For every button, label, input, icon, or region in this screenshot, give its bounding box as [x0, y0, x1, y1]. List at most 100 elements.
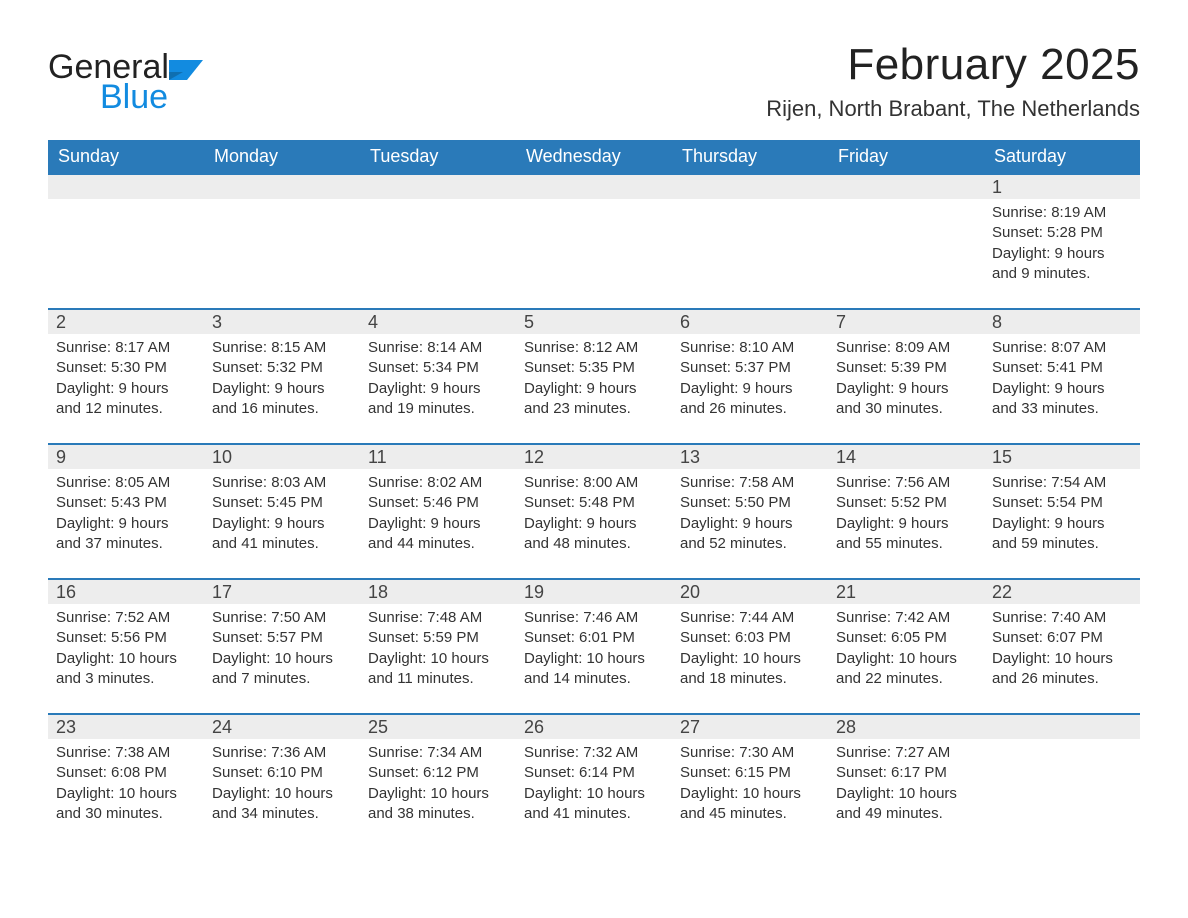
- day-cell: 9Sunrise: 8:05 AMSunset: 5:43 PMDaylight…: [48, 444, 204, 579]
- day-cell: 16 Sunrise: 7:52 AMSunset: 5:56 PMDayligh…: [48, 579, 204, 714]
- daylight-text: Daylight: 10 hours and 45 minutes.: [680, 784, 820, 825]
- sunset-text: Sunset: 5:48 PM: [524, 493, 664, 513]
- sunset-text: Sunset: 6:17 PM: [836, 763, 976, 783]
- day-number: 10: [204, 445, 360, 469]
- day-body: Sunrise: 8:07 AMSunset: 5:41 PMDaylight:…: [992, 338, 1132, 419]
- day-cell: [828, 175, 984, 309]
- sunset-text: Sunset: 6:10 PM: [212, 763, 352, 783]
- daylight-text: Daylight: 10 hours and 30 minutes.: [56, 784, 196, 825]
- day-cell: [516, 175, 672, 309]
- day-number: 8: [984, 310, 1140, 334]
- sunrise-text: Sunrise: 8:19 AM: [992, 203, 1132, 223]
- day-body: Sunrise: 8:03 AMSunset: 5:45 PMDaylight:…: [212, 473, 352, 554]
- day-cell: 12Sunrise: 8:00 AMSunset: 5:48 PMDayligh…: [516, 444, 672, 579]
- day-cell: 21Sunrise: 7:42 AMSunset: 6:05 PMDayligh…: [828, 579, 984, 714]
- day-cell: 26Sunrise: 7:32 AMSunset: 6:14 PMDayligh…: [516, 714, 672, 848]
- col-thursday: Thursday: [672, 140, 828, 175]
- day-body: Sunrise: 7:50 AMSunset: 5:57 PMDaylight:…: [212, 608, 352, 689]
- sunset-text: Sunset: 6:12 PM: [368, 763, 508, 783]
- day-number: 14: [828, 445, 984, 469]
- logo: General Blue: [48, 50, 207, 115]
- week-row: 9Sunrise: 8:05 AMSunset: 5:43 PMDaylight…: [48, 444, 1140, 579]
- title-block: February 2025 Rijen, North Brabant, The …: [766, 40, 1140, 122]
- day-body: Sunrise: 7:48 AMSunset: 5:59 PMDaylight:…: [368, 608, 508, 689]
- location: Rijen, North Brabant, The Netherlands: [766, 96, 1140, 122]
- daylight-text: Daylight: 9 hours and 19 minutes.: [368, 379, 508, 420]
- day-body: Sunrise: 7:40 AMSunset: 6:07 PMDaylight:…: [992, 608, 1132, 689]
- daylight-text: Daylight: 9 hours and 41 minutes.: [212, 514, 352, 555]
- day-number: 18: [360, 580, 516, 604]
- day-number: 11: [360, 445, 516, 469]
- day-cell: 18 Sunrise: 7:48 AMSunset: 5:59 PMDayligh…: [360, 579, 516, 714]
- day-body: Sunrise: 7:34 AMSunset: 6:12 PMDaylight:…: [368, 743, 508, 824]
- sunset-text: Sunset: 6:03 PM: [680, 628, 820, 648]
- day-body: Sunrise: 7:36 AMSunset: 6:10 PMDaylight:…: [212, 743, 352, 824]
- sunset-text: Sunset: 5:50 PM: [680, 493, 820, 513]
- sunrise-text: Sunrise: 7:30 AM: [680, 743, 820, 763]
- daylight-text: Daylight: 10 hours and 34 minutes.: [212, 784, 352, 825]
- day-cell: 4 Sunrise: 8:14 AMSunset: 5:34 PMDaylight…: [360, 309, 516, 444]
- sunrise-text: Sunrise: 7:38 AM: [56, 743, 196, 763]
- day-body: Sunrise: 7:38 AMSunset: 6:08 PMDaylight:…: [56, 743, 196, 824]
- sunrise-text: Sunrise: 8:10 AM: [680, 338, 820, 358]
- day-cell: 23Sunrise: 7:38 AMSunset: 6:08 PMDayligh…: [48, 714, 204, 848]
- sunset-text: Sunset: 5:59 PM: [368, 628, 508, 648]
- day-cell: 27Sunrise: 7:30 AMSunset: 6:15 PMDayligh…: [672, 714, 828, 848]
- day-cell: 5Sunrise: 8:12 AMSunset: 5:35 PMDaylight…: [516, 309, 672, 444]
- sunrise-text: Sunrise: 7:56 AM: [836, 473, 976, 493]
- sunrise-text: Sunrise: 7:48 AM: [368, 608, 508, 628]
- sunset-text: Sunset: 5:30 PM: [56, 358, 196, 378]
- day-number: 16: [48, 580, 204, 604]
- daylight-text: Daylight: 9 hours and 33 minutes.: [992, 379, 1132, 420]
- day-body: Sunrise: 7:52 AMSunset: 5:56 PMDaylight:…: [56, 608, 196, 689]
- day-cell: 28Sunrise: 7:27 AMSunset: 6:17 PMDayligh…: [828, 714, 984, 848]
- day-number: 2: [48, 310, 204, 334]
- daylight-text: Daylight: 9 hours and 44 minutes.: [368, 514, 508, 555]
- week-row: 2Sunrise: 8:17 AMSunset: 5:30 PMDaylight…: [48, 309, 1140, 444]
- day-number: [828, 175, 984, 199]
- sunset-text: Sunset: 5:45 PM: [212, 493, 352, 513]
- sunrise-text: Sunrise: 8:03 AM: [212, 473, 352, 493]
- day-cell: 11 Sunrise: 8:02 AMSunset: 5:46 PMDayligh…: [360, 444, 516, 579]
- sunrise-text: Sunrise: 7:32 AM: [524, 743, 664, 763]
- sunset-text: Sunset: 6:07 PM: [992, 628, 1132, 648]
- day-body: Sunrise: 7:27 AMSunset: 6:17 PMDaylight:…: [836, 743, 976, 824]
- day-number: 4: [360, 310, 516, 334]
- sunset-text: Sunset: 5:32 PM: [212, 358, 352, 378]
- day-body: Sunrise: 7:54 AMSunset: 5:54 PMDaylight:…: [992, 473, 1132, 554]
- daylight-text: Daylight: 10 hours and 41 minutes.: [524, 784, 664, 825]
- col-tuesday: Tuesday: [360, 140, 516, 175]
- day-number: 1: [984, 175, 1140, 199]
- sunrise-text: Sunrise: 8:02 AM: [368, 473, 508, 493]
- day-number: 19: [516, 580, 672, 604]
- daylight-text: Daylight: 10 hours and 38 minutes.: [368, 784, 508, 825]
- sunset-text: Sunset: 5:46 PM: [368, 493, 508, 513]
- day-cell: 8 Sunrise: 8:07 AMSunset: 5:41 PMDaylight…: [984, 309, 1140, 444]
- daylight-text: Daylight: 9 hours and 52 minutes.: [680, 514, 820, 555]
- day-number: 26: [516, 715, 672, 739]
- day-number: 7: [828, 310, 984, 334]
- day-cell: [360, 175, 516, 309]
- sunset-text: Sunset: 5:57 PM: [212, 628, 352, 648]
- sunset-text: Sunset: 5:56 PM: [56, 628, 196, 648]
- day-body: Sunrise: 8:14 AMSunset: 5:34 PMDaylight:…: [368, 338, 508, 419]
- sunrise-text: Sunrise: 7:42 AM: [836, 608, 976, 628]
- day-body: Sunrise: 8:05 AMSunset: 5:43 PMDaylight:…: [56, 473, 196, 554]
- sunset-text: Sunset: 5:35 PM: [524, 358, 664, 378]
- daylight-text: Daylight: 9 hours and 26 minutes.: [680, 379, 820, 420]
- logo-text: General Blue: [48, 50, 169, 115]
- sunset-text: Sunset: 5:41 PM: [992, 358, 1132, 378]
- day-cell: 10 Sunrise: 8:03 AMSunset: 5:45 PMDayligh…: [204, 444, 360, 579]
- daylight-text: Daylight: 10 hours and 22 minutes.: [836, 649, 976, 690]
- sunset-text: Sunset: 5:52 PM: [836, 493, 976, 513]
- daylight-text: Daylight: 9 hours and 37 minutes.: [56, 514, 196, 555]
- day-body: Sunrise: 7:58 AMSunset: 5:50 PMDaylight:…: [680, 473, 820, 554]
- daylight-text: Daylight: 9 hours and 9 minutes.: [992, 244, 1132, 285]
- day-body: Sunrise: 7:44 AMSunset: 6:03 PMDaylight:…: [680, 608, 820, 689]
- day-cell: 7Sunrise: 8:09 AMSunset: 5:39 PMDaylight…: [828, 309, 984, 444]
- day-number: [48, 175, 204, 199]
- daylight-text: Daylight: 9 hours and 30 minutes.: [836, 379, 976, 420]
- daylight-text: Daylight: 9 hours and 55 minutes.: [836, 514, 976, 555]
- day-number: 24: [204, 715, 360, 739]
- sunrise-text: Sunrise: 8:12 AM: [524, 338, 664, 358]
